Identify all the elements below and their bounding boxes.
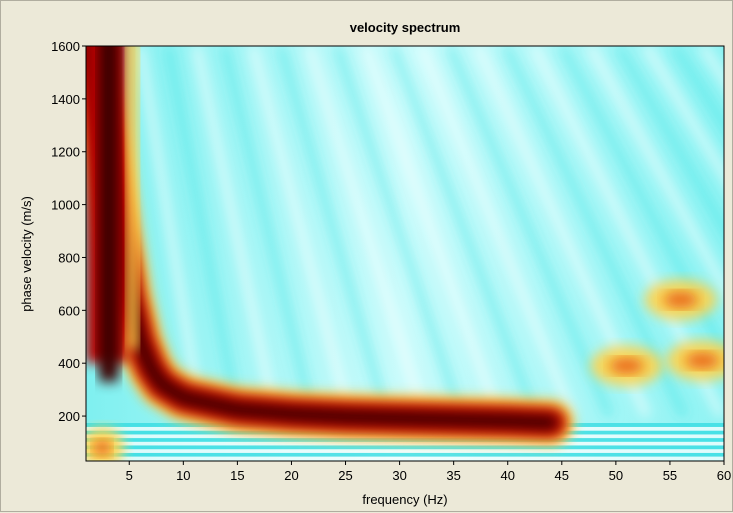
x-tick-label: 5 (126, 468, 133, 483)
chart-title: velocity spectrum (350, 20, 461, 35)
heatmap-stripe (277, 46, 390, 418)
y-tick-label: 200 (58, 409, 80, 424)
y-tick-label: 800 (58, 250, 80, 265)
secondary-highs (86, 279, 724, 461)
ridge-column-edge (127, 46, 138, 350)
heatmap-stripe (221, 46, 316, 417)
heatmap-stripe (389, 46, 539, 418)
x-tick-label: 30 (392, 468, 406, 483)
x-tick-label: 60 (717, 468, 731, 483)
x-tick-label: 40 (500, 468, 514, 483)
x-axis-label: frequency (Hz) (362, 492, 447, 507)
x-tick-label: 45 (555, 468, 569, 483)
x-tick-label: 20 (284, 468, 298, 483)
heatmap-stripe (333, 46, 465, 418)
plot-frame (85, 45, 725, 462)
x-tick-label: 50 (609, 468, 623, 483)
y-tick-label: 400 (58, 356, 80, 371)
heatmap-stripe (136, 46, 205, 417)
heatmap-stripe (361, 46, 502, 418)
heatmap-stripe (417, 46, 576, 418)
y-tick-label: 1600 (51, 39, 80, 54)
heatmap-stripe (643, 46, 724, 182)
secondary-high-core (609, 358, 644, 374)
heatmap-stripe (615, 46, 724, 236)
y-axis-label: phase velocity (m/s) (19, 196, 34, 312)
secondary-high-core (685, 352, 720, 369)
secondary-high-core (663, 292, 698, 308)
plot-area (86, 46, 724, 461)
y-tick-label: 1400 (51, 92, 80, 107)
heatmap-stripe (446, 46, 614, 418)
y-axis-ticks: 200 400 600 800 1000 1200 1400 1600 (51, 39, 86, 424)
x-tick-label: 15 (230, 468, 244, 483)
secondary-high-core (93, 440, 111, 456)
heatmap-stripes (86, 46, 724, 461)
heatmap-stripe (164, 46, 242, 417)
y-tick-label: 1000 (51, 198, 80, 213)
x-tick-label: 10 (176, 468, 190, 483)
heatmap-stripe (558, 46, 724, 359)
x-tick-label: 35 (446, 468, 460, 483)
x-tick-label: 25 (338, 468, 352, 483)
x-tick-label: 55 (663, 468, 677, 483)
ridge-column-core (98, 46, 119, 382)
y-tick-label: 1200 (51, 145, 80, 160)
heatmap-stripe (305, 46, 428, 418)
dominant-ridge (86, 46, 574, 446)
x-axis-ticks: 5 10 15 20 25 30 35 40 45 50 55 60 (126, 461, 731, 483)
heatmap-stripe (249, 46, 353, 417)
heatmap-stripe (586, 46, 724, 295)
heatmap-stripe (192, 46, 279, 417)
y-tick-label: 600 (58, 303, 80, 318)
heatmap-stripe (671, 46, 724, 132)
